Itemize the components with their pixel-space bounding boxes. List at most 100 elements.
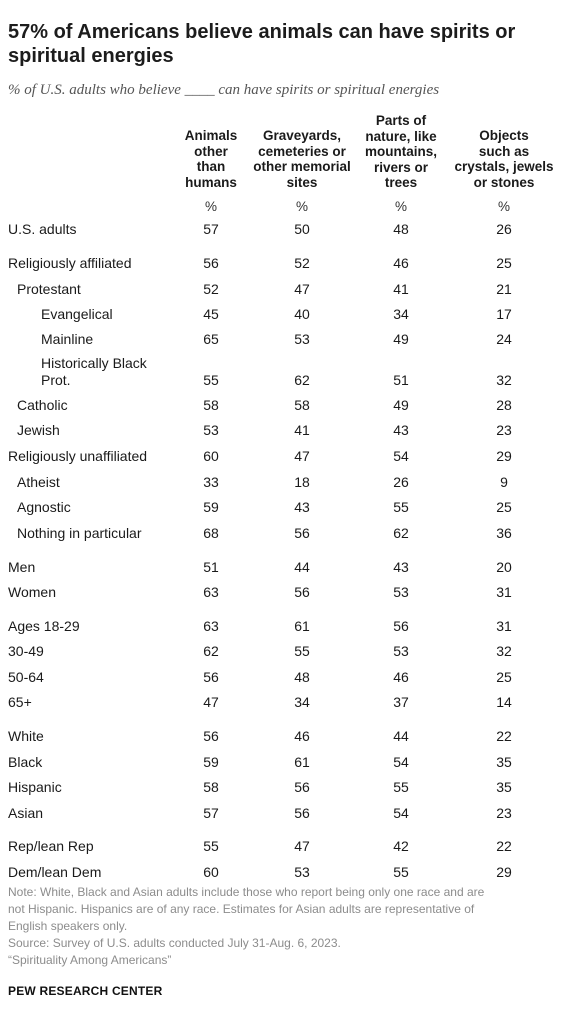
row-label: Religiously affiliated bbox=[8, 255, 131, 271]
table-cell: 58 bbox=[203, 397, 219, 413]
table-cell: 59 bbox=[203, 499, 219, 515]
row-label-line: Religiously affiliated bbox=[8, 255, 132, 271]
table-cell: 53 bbox=[203, 422, 219, 438]
table-cell: 51 bbox=[203, 559, 219, 575]
table-cell: 44 bbox=[393, 728, 409, 744]
row-label: Agnostic bbox=[17, 499, 71, 515]
column-header-line: trees bbox=[384, 175, 418, 190]
row-label-line: Ages 18-29 bbox=[8, 618, 80, 634]
column-header-line: other memorial bbox=[253, 159, 351, 174]
unit-label: % bbox=[394, 199, 407, 214]
table-cell: 31 bbox=[496, 618, 512, 634]
row-label: Dem/lean Dem bbox=[8, 864, 101, 880]
table-cell: 53 bbox=[393, 584, 409, 600]
table-cell: 31 bbox=[496, 584, 512, 600]
column-header-line: such as bbox=[478, 143, 530, 159]
table-cell: 65 bbox=[203, 331, 219, 347]
row-label: Jewish bbox=[17, 422, 60, 438]
table-cell: 55 bbox=[203, 838, 219, 854]
table-cell: 54 bbox=[393, 448, 409, 464]
table-cell: 55 bbox=[393, 864, 409, 880]
column-header-line: other bbox=[194, 143, 228, 159]
table-cell: 25 bbox=[496, 499, 512, 515]
table-cell: 61 bbox=[294, 618, 310, 634]
table-cell: 42 bbox=[393, 838, 409, 854]
row-label: Asian bbox=[8, 805, 43, 821]
table-cell: 53 bbox=[294, 331, 310, 347]
table-cell: 62 bbox=[203, 643, 219, 659]
table-cell: 62 bbox=[393, 525, 409, 541]
table-cell: 68 bbox=[203, 525, 219, 541]
table-cell: 35 bbox=[496, 754, 512, 770]
column-header-line: Parts of bbox=[375, 113, 427, 128]
table-cell: 63 bbox=[203, 618, 219, 634]
table-cell: 24 bbox=[496, 331, 512, 347]
source-footer: PEW RESEARCH CENTER bbox=[8, 984, 163, 998]
row-label: U.S. adults bbox=[8, 221, 76, 237]
row-label-line: Protestant bbox=[17, 281, 81, 297]
row-label-line: Jewish bbox=[17, 422, 60, 438]
note-line: not Hispanic. Hispanics are of any race.… bbox=[8, 902, 475, 916]
row-label-line: 65+ bbox=[8, 694, 32, 710]
table-cell: 47 bbox=[294, 281, 310, 297]
table-cell: 55 bbox=[294, 643, 310, 659]
table-cell: 52 bbox=[203, 281, 219, 297]
row-label-line: Religiously unaffiliated bbox=[8, 448, 148, 464]
row-label: Nothing in particular bbox=[17, 525, 142, 541]
row-label: White bbox=[8, 728, 44, 744]
row-label-line: Historically Black bbox=[41, 355, 147, 371]
row-label: Rep/lean Rep bbox=[8, 838, 94, 854]
table-cell: 56 bbox=[203, 669, 219, 685]
row-label: 50-64 bbox=[8, 669, 44, 685]
table-cell: 62 bbox=[294, 372, 310, 388]
table-cell: 36 bbox=[496, 525, 512, 541]
note-line: English speakers only. bbox=[8, 919, 128, 933]
table-cell: 43 bbox=[393, 422, 409, 438]
unit-label: % bbox=[295, 199, 308, 214]
row-label: Men bbox=[8, 559, 35, 575]
row-label: Atheist bbox=[17, 474, 60, 490]
table-cell: 56 bbox=[294, 584, 310, 600]
table-cell: 60 bbox=[203, 448, 219, 464]
column-header: Graveyards, cemeteries or other memorial si… bbox=[243, 128, 361, 190]
row-label-line: Evangelical bbox=[41, 306, 113, 322]
table-cell: 53 bbox=[393, 643, 409, 659]
table-cell: 46 bbox=[393, 255, 409, 271]
column-header-line: crystals, jewels bbox=[454, 159, 554, 174]
table-cell: 48 bbox=[294, 669, 310, 685]
table-cell: 50 bbox=[294, 221, 310, 237]
table-cell: 46 bbox=[393, 669, 409, 685]
table-cell: 45 bbox=[203, 306, 219, 322]
row-label: Women bbox=[8, 584, 56, 600]
table-cell: 29 bbox=[496, 864, 512, 880]
row-label-line: Men bbox=[8, 559, 36, 575]
row-label: 65+ bbox=[8, 694, 32, 710]
note-line: Source: Survey of U.S. adults conducted … bbox=[8, 936, 341, 950]
row-label: Protestant bbox=[17, 281, 81, 297]
table-cell: 58 bbox=[203, 779, 219, 795]
column-header-line: nature, like bbox=[365, 128, 437, 144]
table-cell: 57 bbox=[203, 805, 219, 821]
table-cell: 9 bbox=[500, 474, 508, 490]
row-label-line: Atheist bbox=[17, 474, 60, 490]
table-cell: 17 bbox=[496, 306, 512, 322]
row-label-line: Prot. bbox=[41, 372, 71, 388]
table-cell: 43 bbox=[393, 559, 409, 575]
row-label: Catholic bbox=[17, 397, 68, 413]
table-cell: 52 bbox=[294, 255, 310, 271]
unit-label: % bbox=[204, 199, 217, 214]
table-cell: 40 bbox=[294, 306, 310, 322]
column-header: Objects such as crystals, jewels or stones bbox=[444, 128, 564, 190]
row-label-line: Nothing in particular bbox=[17, 525, 142, 541]
column-header-line: mountains, bbox=[364, 144, 437, 159]
table-cell: 58 bbox=[294, 397, 310, 413]
table-cell: 49 bbox=[393, 397, 409, 413]
table-cell: 47 bbox=[294, 448, 310, 464]
table-cell: 41 bbox=[393, 281, 409, 297]
column-header-line: or stones bbox=[473, 174, 535, 190]
table-cell: 56 bbox=[203, 255, 219, 271]
table-cell: 51 bbox=[393, 372, 409, 388]
row-label-line: White bbox=[8, 728, 44, 744]
table-cell: 55 bbox=[393, 779, 409, 795]
row-label: 30-49 bbox=[8, 643, 44, 659]
